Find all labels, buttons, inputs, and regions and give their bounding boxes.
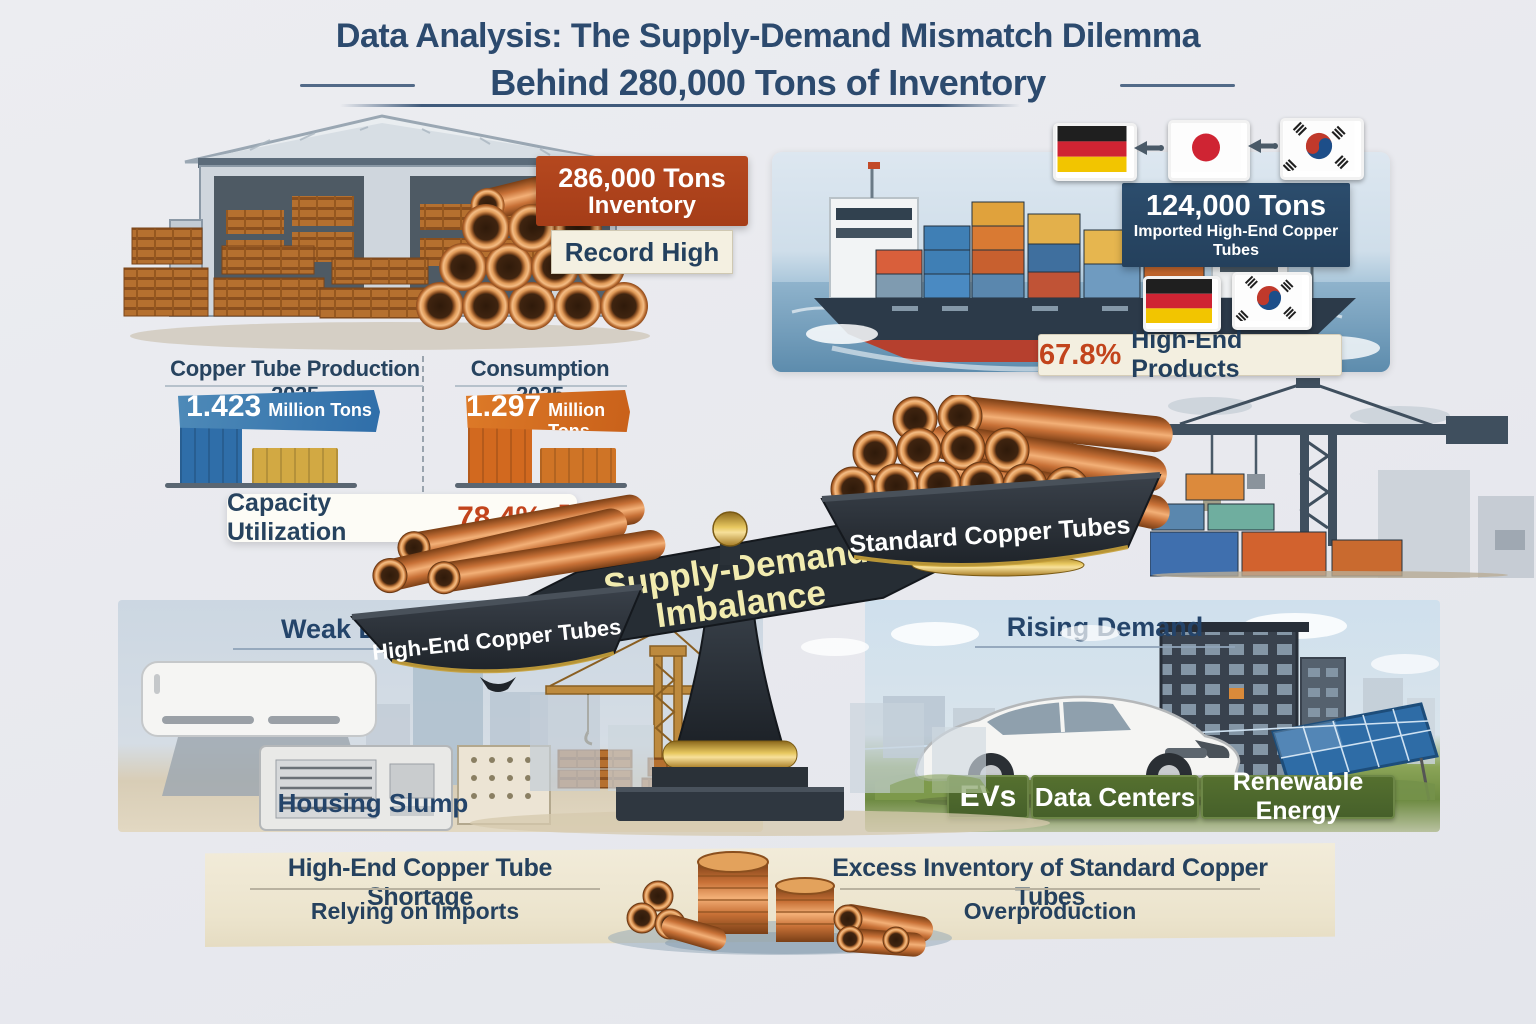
page-title-line1: Data Analysis: The Supply-Demand Mismatc… bbox=[335, 17, 1201, 55]
import-value: 124,000 Tons bbox=[1145, 190, 1326, 223]
high-end-share-label: High-End Products bbox=[1131, 326, 1243, 383]
import-callout: 124,000 Tons Imported High-End Copper Tu… bbox=[1122, 183, 1350, 267]
consumption-value: 1.297 bbox=[466, 390, 542, 423]
left-arrow-icon bbox=[1134, 138, 1164, 163]
japan-flag-icon bbox=[1168, 120, 1250, 181]
title-dash-left bbox=[300, 84, 415, 87]
left-arrow-icon bbox=[1248, 136, 1278, 161]
production-bar-small bbox=[252, 448, 338, 484]
germany-flag-icon bbox=[1143, 276, 1221, 332]
right-conclusion-rule bbox=[840, 888, 1260, 890]
rising-demand-underline bbox=[975, 646, 1235, 648]
balance-scale-illustration: Supply-Demand Imbalance bbox=[349, 395, 1173, 836]
warehouse-illustration bbox=[123, 114, 650, 350]
housing-slump-caption: Housing Slump bbox=[277, 788, 469, 818]
inventory-callout: 286,000 Tons Inventory bbox=[536, 156, 748, 226]
page-title: Data Analysis: The Supply-Demand Mismatc… bbox=[0, 16, 1536, 104]
badge-renewable-energy: Renewable Energy bbox=[1201, 768, 1395, 825]
weak-demand-underline bbox=[233, 648, 513, 650]
germany-flag-icon bbox=[1053, 123, 1137, 181]
left-conclusion-title: High-End Copper Tube Shortage bbox=[287, 854, 553, 911]
import-desc-line1: Imported High-End Copper bbox=[1133, 223, 1339, 241]
production-banner: 1.423 Million Tons bbox=[178, 390, 380, 432]
right-pan-standard-tubes: Standard Copper Tubes bbox=[820, 395, 1173, 577]
high-end-share-value: 67.8% bbox=[1039, 338, 1122, 371]
production-heading-rule bbox=[165, 385, 423, 387]
import-desc-line2: Tubes bbox=[1213, 241, 1259, 259]
consumption-baseline bbox=[455, 483, 627, 488]
consumption-bar-small bbox=[540, 448, 616, 484]
production-baseline bbox=[165, 483, 357, 488]
production-value: 1.423 bbox=[186, 390, 262, 423]
title-dash-right bbox=[1120, 84, 1235, 87]
right-conclusion-title: Excess Inventory of Standard Copper Tube… bbox=[832, 854, 1268, 911]
consumption-unit: Million Tons bbox=[548, 400, 606, 441]
page-title-line2: Behind 280,000 Tons of Inventory bbox=[490, 61, 1046, 103]
consumption-heading-rule bbox=[455, 385, 627, 387]
left-conclusion-caption: Relying on Imports bbox=[310, 898, 520, 924]
high-end-share-callout: 67.8% High-End Products bbox=[1038, 326, 1342, 383]
south-korea-flag-icon bbox=[1232, 272, 1312, 330]
right-conclusion-caption: Overproduction bbox=[963, 898, 1137, 924]
copper-coils-illustration bbox=[608, 851, 952, 957]
consumption-banner: 1.297 Million Tons bbox=[466, 390, 630, 432]
capacity-label: Capacity Utilization bbox=[227, 489, 347, 546]
left-conclusion-rule bbox=[250, 888, 600, 890]
inventory-label: Inventory bbox=[587, 191, 697, 219]
south-korea-flag-icon bbox=[1280, 118, 1364, 180]
record-high-badge: Record High bbox=[551, 230, 733, 274]
badge-data-centers: Data Centers bbox=[1031, 775, 1199, 819]
port-crane-illustration bbox=[1150, 378, 1534, 578]
stats-divider bbox=[422, 356, 424, 492]
left-pan-high-end-tubes: High-End Copper Tubes bbox=[349, 494, 666, 692]
inventory-value: 286,000 Tons bbox=[558, 162, 726, 193]
title-underline bbox=[340, 104, 1020, 107]
production-unit: Million Tons bbox=[268, 400, 372, 420]
